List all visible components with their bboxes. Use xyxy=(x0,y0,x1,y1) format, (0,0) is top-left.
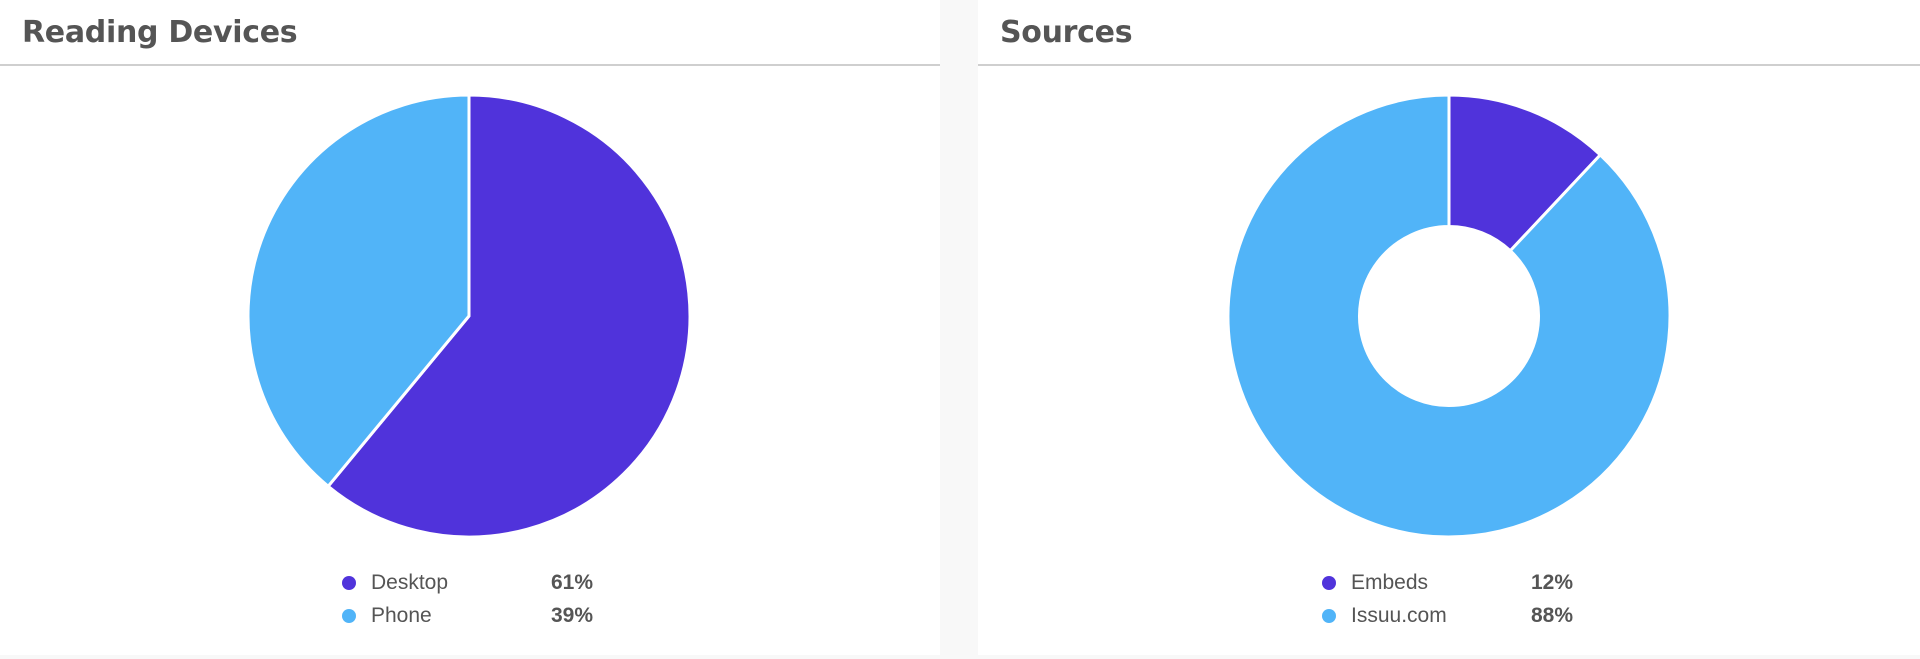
legend-swatch xyxy=(1322,608,1336,623)
card-header: Sources xyxy=(978,0,1920,66)
legend-item-phone[interactable]: Phone 39% xyxy=(342,599,593,632)
sources-donut-chart xyxy=(1226,93,1672,539)
legend-label: Issuu.com xyxy=(1351,603,1447,627)
slice-phone[interactable] xyxy=(246,93,471,488)
slice-issuu-com[interactable] xyxy=(1226,93,1672,539)
legend-item-embeds[interactable]: Embeds 12% xyxy=(1322,566,1573,599)
chart-legend: Desktop 61% Phone 39% xyxy=(342,566,593,632)
chart-legend: Embeds 12% Issuu.com 88% xyxy=(1322,566,1573,632)
slice-desktop[interactable] xyxy=(326,93,692,539)
legend-item-issuu-com[interactable]: Issuu.com 88% xyxy=(1322,599,1573,632)
sources-card: Sources Embeds 12% Issuu.com 88% xyxy=(978,0,1920,655)
card-title: Reading Devices xyxy=(22,14,298,50)
legend-item-desktop[interactable]: Desktop 61% xyxy=(342,566,593,599)
legend-swatch xyxy=(342,608,356,623)
legend-value: 88% xyxy=(1531,603,1574,627)
legend-value: 12% xyxy=(1531,570,1574,594)
legend-label: Desktop xyxy=(371,570,449,594)
reading-devices-card: Reading Devices Desktop 61% Phone 39% xyxy=(0,0,940,655)
card-header: Reading Devices xyxy=(0,0,940,66)
legend-value: 61% xyxy=(551,570,594,594)
legend-swatch xyxy=(342,575,356,590)
card-title: Sources xyxy=(1000,14,1133,50)
legend-swatch xyxy=(1322,575,1336,590)
slice-embeds[interactable] xyxy=(1447,93,1602,253)
legend-label: Embeds xyxy=(1351,570,1429,594)
legend-label: Phone xyxy=(371,603,432,627)
legend-value: 39% xyxy=(551,603,594,627)
reading-devices-pie-chart xyxy=(246,93,692,539)
